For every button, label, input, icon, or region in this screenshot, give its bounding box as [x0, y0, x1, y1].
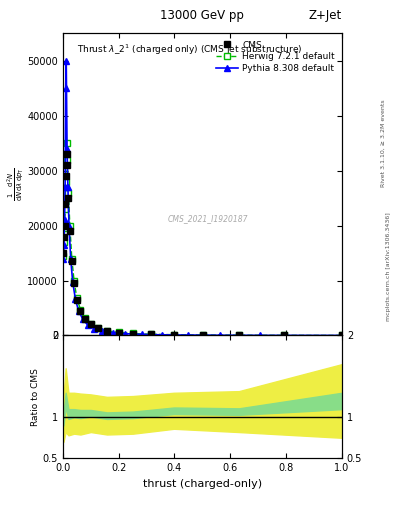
- Pythia 8.308 default: [217, 332, 222, 338]
- Pythia 8.308 default: [123, 331, 128, 337]
- CMS: [130, 330, 135, 336]
- CMS: [200, 332, 205, 338]
- Pythia 8.308 default: [67, 223, 72, 229]
- Text: 13000 GeV pp: 13000 GeV pp: [160, 9, 244, 22]
- Pythia 8.308 default: [85, 322, 90, 328]
- Herwig 7.2.1 default: [200, 332, 205, 338]
- Herwig 7.2.1 default: [66, 189, 71, 196]
- Herwig 7.2.1 default: [61, 253, 66, 259]
- Herwig 7.2.1 default: [70, 255, 74, 262]
- Pythia 8.308 default: [61, 255, 66, 262]
- Herwig 7.2.1 default: [116, 329, 121, 335]
- CMS: [62, 233, 66, 240]
- CMS: [61, 250, 66, 256]
- Herwig 7.2.1 default: [105, 328, 109, 334]
- Herwig 7.2.1 default: [83, 315, 87, 322]
- CMS: [62, 223, 67, 229]
- Pythia 8.308 default: [80, 316, 85, 322]
- Y-axis label: Ratio to CMS: Ratio to CMS: [31, 368, 40, 426]
- Herwig 7.2.1 default: [75, 295, 79, 301]
- Herwig 7.2.1 default: [149, 331, 153, 337]
- Y-axis label: $\frac{1}{\mathrm{d}N}\frac{\mathrm{d}^2 N}{\mathrm{d}\lambda\,\mathrm{d}p_\math: $\frac{1}{\mathrm{d}N}\frac{\mathrm{d}^2…: [5, 167, 26, 201]
- CMS: [75, 296, 79, 303]
- Herwig 7.2.1 default: [130, 330, 135, 336]
- Pythia 8.308 default: [185, 332, 190, 338]
- Pythia 8.308 default: [76, 308, 81, 314]
- CMS: [105, 328, 109, 334]
- Herwig 7.2.1 default: [63, 206, 68, 212]
- CMS: [64, 151, 69, 157]
- Pythia 8.308 default: [139, 331, 144, 337]
- Herwig 7.2.1 default: [88, 321, 93, 327]
- Herwig 7.2.1 default: [282, 332, 287, 338]
- CMS: [282, 332, 287, 338]
- CMS: [68, 228, 72, 234]
- Herwig 7.2.1 default: [340, 332, 344, 338]
- CMS: [83, 316, 87, 322]
- Text: mcplots.cern.ch [arXiv:1306.3436]: mcplots.cern.ch [arXiv:1306.3436]: [386, 212, 391, 321]
- Text: CMS_2021_I1920187: CMS_2021_I1920187: [168, 214, 248, 223]
- Pythia 8.308 default: [110, 330, 115, 336]
- Pythia 8.308 default: [62, 242, 66, 248]
- CMS: [88, 322, 93, 328]
- CMS: [172, 332, 176, 338]
- Pythia 8.308 default: [68, 255, 73, 262]
- Pythia 8.308 default: [160, 332, 164, 338]
- Pythia 8.308 default: [62, 217, 67, 223]
- Legend: CMS, Herwig 7.2.1 default, Pythia 8.308 default: CMS, Herwig 7.2.1 default, Pythia 8.308 …: [213, 38, 338, 76]
- CMS: [65, 162, 70, 168]
- Herwig 7.2.1 default: [237, 332, 241, 338]
- CMS: [340, 332, 344, 338]
- Herwig 7.2.1 default: [78, 307, 83, 313]
- Herwig 7.2.1 default: [68, 223, 72, 229]
- CMS: [95, 325, 100, 331]
- Pythia 8.308 default: [70, 279, 75, 285]
- Pythia 8.308 default: [63, 85, 68, 91]
- Pythia 8.308 default: [63, 184, 68, 190]
- Herwig 7.2.1 default: [62, 225, 67, 231]
- Herwig 7.2.1 default: [172, 332, 176, 338]
- Pythia 8.308 default: [66, 184, 70, 190]
- Line: Pythia 8.308 default: Pythia 8.308 default: [61, 58, 345, 338]
- Pythia 8.308 default: [100, 328, 105, 334]
- CMS: [63, 201, 68, 207]
- X-axis label: thrust (charged-only): thrust (charged-only): [143, 479, 262, 488]
- Line: Herwig 7.2.1 default: Herwig 7.2.1 default: [61, 140, 345, 338]
- Pythia 8.308 default: [64, 58, 69, 64]
- CMS: [72, 280, 76, 286]
- CMS: [116, 329, 121, 335]
- Herwig 7.2.1 default: [64, 140, 69, 146]
- Text: Rivet 3.1.10, ≥ 3.2M events: Rivet 3.1.10, ≥ 3.2M events: [381, 99, 386, 187]
- CMS: [66, 195, 71, 201]
- Pythia 8.308 default: [65, 145, 70, 152]
- CMS: [237, 332, 241, 338]
- Pythia 8.308 default: [92, 326, 97, 332]
- CMS: [78, 308, 83, 314]
- Herwig 7.2.1 default: [72, 278, 76, 284]
- Text: Z+Jet: Z+Jet: [309, 9, 342, 22]
- Herwig 7.2.1 default: [63, 179, 68, 185]
- CMS: [70, 258, 74, 264]
- CMS: [149, 331, 153, 337]
- Herwig 7.2.1 default: [65, 157, 70, 163]
- CMS: [63, 173, 68, 179]
- Text: Thrust $\lambda\_2^1$ (charged only) (CMS jet substructure): Thrust $\lambda\_2^1$ (charged only) (CM…: [77, 42, 302, 57]
- Herwig 7.2.1 default: [95, 325, 100, 331]
- Line: CMS: CMS: [61, 152, 345, 338]
- Pythia 8.308 default: [73, 296, 78, 302]
- Herwig 7.2.1 default: [62, 239, 66, 245]
- Pythia 8.308 default: [258, 332, 263, 338]
- Pythia 8.308 default: [340, 332, 344, 338]
